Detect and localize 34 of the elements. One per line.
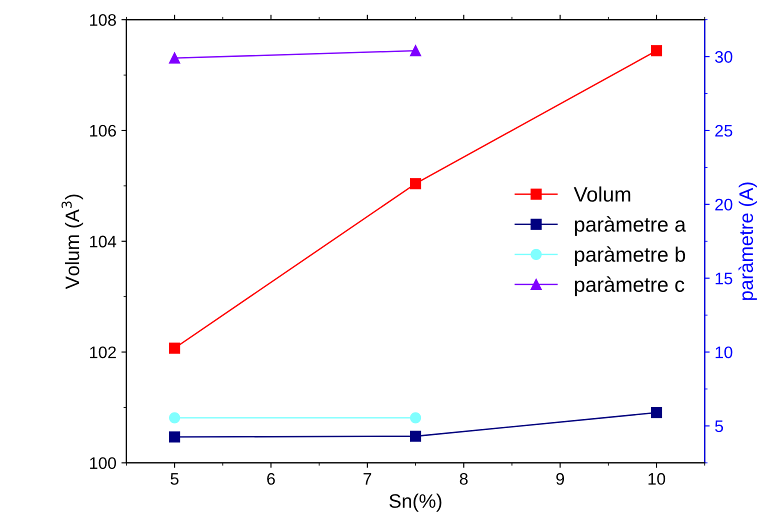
x-tick-label: 8: [460, 473, 468, 485]
legend-label: paràmetre a: [575, 216, 686, 236]
point: [410, 412, 422, 424]
legend-label: paràmetre c: [575, 276, 684, 296]
y2-tick-label: 10: [716, 346, 732, 358]
point: [410, 430, 422, 442]
y2-tick-label: 20: [715, 198, 732, 211]
legend-label: Volum: [574, 186, 630, 202]
point: [410, 178, 422, 190]
point: [169, 412, 180, 424]
point: [169, 431, 180, 443]
y2-tick-label: 25: [715, 124, 732, 137]
y2-axis-title: paràmetre (A): [738, 182, 757, 300]
y-axis-title: Volum (A$^{3}$): [62, 194, 84, 290]
y-tick-label: 102: [90, 346, 116, 358]
x-tick-label: 6: [267, 473, 275, 485]
x-tick-label: 10: [648, 473, 666, 485]
point: [650, 45, 662, 56]
y-tick-label: 100: [90, 457, 116, 470]
point: [169, 52, 180, 64]
y-tick-label: 106: [90, 124, 116, 137]
y2-tick-label: 5: [715, 420, 724, 432]
y-tick-label: 104: [90, 236, 116, 248]
point: [410, 45, 422, 56]
x-tick-label: 5: [170, 473, 179, 485]
point: [169, 342, 180, 354]
x-tick-label: 7: [364, 473, 372, 485]
legend-label: paràmetre b: [575, 246, 686, 266]
y2-tick-label: 15: [716, 272, 732, 284]
point: [650, 407, 662, 418]
x-tick-label: 9: [556, 473, 564, 485]
y2-tick-label: 30: [715, 51, 732, 63]
x-axis-title: Sn(%): [389, 494, 442, 512]
y-tick-label: 108: [90, 14, 116, 26]
